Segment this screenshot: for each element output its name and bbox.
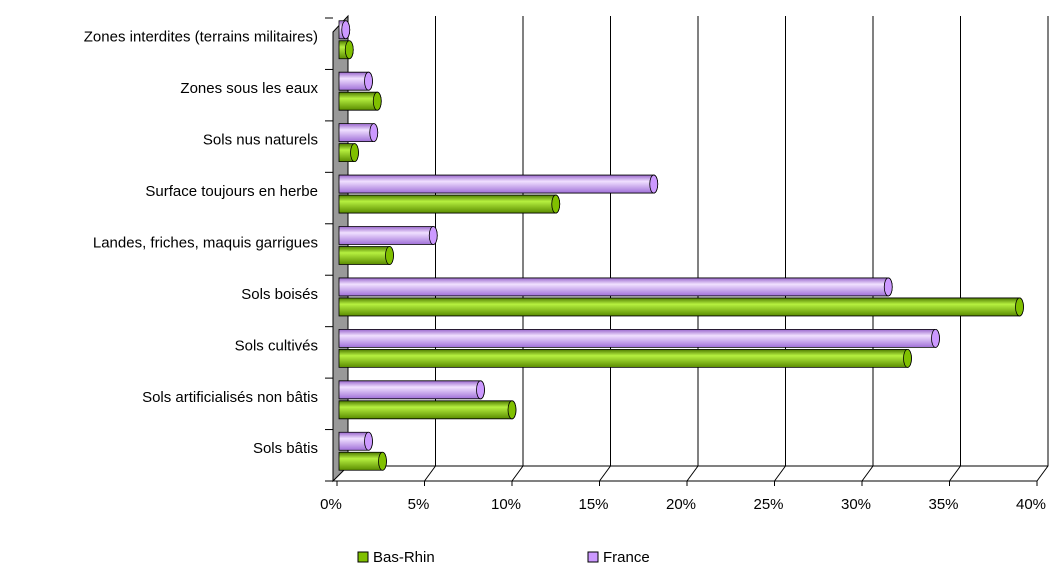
grid-line — [861, 16, 874, 482]
bar — [338, 328, 940, 348]
grid-line — [1036, 16, 1049, 482]
x-tick-label: 15% — [578, 496, 608, 513]
legend-label: France — [603, 549, 650, 566]
x-tick-label: 5% — [408, 496, 430, 513]
bar-cap — [350, 143, 359, 163]
grid-line — [949, 16, 961, 482]
grid-line — [774, 16, 786, 482]
x-tick-label: 25% — [753, 496, 783, 513]
bar-cap — [649, 174, 659, 194]
y-tick-label: Sols artificialisés non bâtis — [142, 389, 318, 406]
bar-cap — [476, 380, 485, 400]
legend-swatch — [587, 551, 599, 563]
bar-cap — [385, 246, 394, 265]
bar-cap — [903, 348, 912, 368]
bar-cap — [931, 328, 940, 348]
bar — [338, 174, 659, 194]
y-tick-label: Zones sous les eaux — [180, 80, 318, 97]
bar — [338, 194, 561, 214]
x-tick-label: 20% — [666, 496, 696, 513]
bar-cap — [378, 451, 387, 471]
x-tick-label: 10% — [491, 496, 521, 513]
x-tick-label: 0% — [320, 496, 342, 513]
bar-cap — [372, 91, 382, 111]
bar-cap — [369, 123, 379, 143]
y-tick-label: Surface toujours en herbe — [145, 183, 318, 200]
legend-label: Bas-Rhin — [373, 549, 435, 566]
bar-cap — [364, 71, 373, 91]
bar-cap — [507, 400, 517, 420]
y-tick-label: Sols boisés — [241, 286, 318, 303]
bar-cap — [883, 277, 893, 297]
bar-cap — [364, 431, 373, 451]
bar-cap — [344, 40, 354, 60]
y-tick-label: Sols nus naturels — [203, 132, 318, 149]
grid-line — [686, 16, 699, 482]
bar — [338, 380, 485, 400]
bar — [338, 277, 893, 297]
y-tick-label: Landes, friches, maquis garrigues — [93, 234, 318, 251]
y-tick-label: Zones interdites (terrains militaires) — [84, 29, 318, 46]
y-tick-label: Sols cultivés — [235, 337, 318, 354]
bar-cap — [341, 20, 351, 40]
bar-cap — [428, 226, 438, 245]
bar-cap — [1015, 297, 1024, 317]
x-tick-label: 40% — [1016, 496, 1046, 513]
y-tick-label: Sols bâtis — [253, 440, 318, 457]
bar — [338, 348, 912, 368]
bar — [338, 297, 1024, 317]
x-tick-label: 30% — [841, 496, 871, 513]
bar-cap — [551, 194, 561, 214]
legend-swatch — [357, 551, 369, 563]
x-tick-label: 35% — [928, 496, 958, 513]
bar — [338, 400, 517, 420]
bar — [338, 226, 438, 245]
grid-line — [599, 16, 611, 482]
